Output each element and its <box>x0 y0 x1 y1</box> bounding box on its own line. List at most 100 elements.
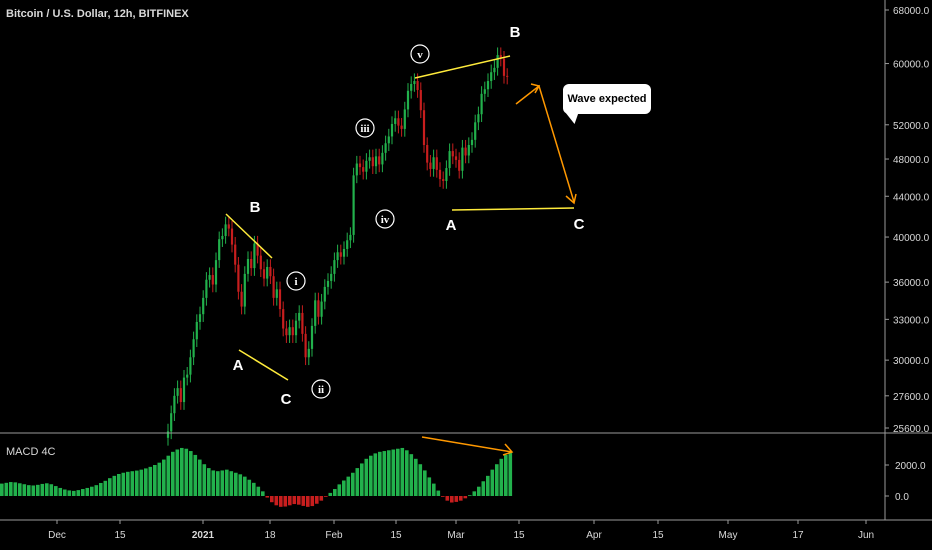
candle-body <box>352 175 355 235</box>
candle-body <box>211 275 214 285</box>
candle-body <box>314 300 317 326</box>
candle-body <box>218 239 221 261</box>
candle-body <box>166 431 170 438</box>
candle-body <box>227 224 230 229</box>
candle-body <box>483 89 486 94</box>
macd-bar <box>121 472 126 496</box>
time-tick-label: Feb <box>325 530 343 541</box>
candle-body <box>368 157 371 161</box>
candle-body <box>445 168 448 181</box>
candle-body <box>432 157 435 169</box>
note-box: Wave expected <box>563 84 651 114</box>
wave-label: B <box>510 24 521 41</box>
candle-body <box>304 333 307 358</box>
price-tick-label: 52000.0 <box>893 121 930 132</box>
macd-bar <box>265 496 270 498</box>
candle-body <box>326 280 330 287</box>
candle-body <box>438 169 442 180</box>
candle-body <box>246 258 250 274</box>
macd-bar <box>18 483 22 496</box>
macd-bar <box>360 463 364 496</box>
macd-bar <box>319 496 324 501</box>
macd-bar <box>22 484 27 496</box>
trendline <box>225 213 273 259</box>
macd-bar <box>90 486 94 496</box>
price-tick-label: 60000.0 <box>893 60 930 71</box>
macd-bar <box>85 487 90 496</box>
macd-bar <box>103 480 108 496</box>
candle-body <box>467 145 470 156</box>
macd-bar <box>49 484 54 496</box>
candle-body <box>493 67 496 73</box>
macd-bar <box>225 469 229 496</box>
macd-bar <box>216 471 220 496</box>
candle-body <box>272 276 275 298</box>
macd-bar <box>315 496 319 504</box>
macd-bar <box>207 468 211 496</box>
candle-body <box>506 75 509 77</box>
time-tick-label: 17 <box>792 530 804 541</box>
macd-bar <box>382 451 387 496</box>
candle-body <box>397 118 400 126</box>
macd-bar <box>13 482 18 496</box>
candle-body <box>410 84 413 91</box>
projection-arrowhead <box>565 193 577 205</box>
candle-body <box>371 157 374 167</box>
candle-body <box>384 143 387 153</box>
macd-bar <box>364 458 369 496</box>
macd-bar <box>472 491 477 496</box>
macd-bar <box>108 478 112 496</box>
macd-bar <box>139 469 144 496</box>
macd-bar <box>171 451 175 496</box>
candle-body <box>339 252 342 257</box>
candle-body <box>176 388 179 396</box>
candle-body <box>458 159 461 171</box>
time-tick-label: 18 <box>264 530 276 541</box>
macd-bar <box>274 496 279 506</box>
candle-body <box>365 160 368 172</box>
candle-body <box>477 114 480 123</box>
candle-body <box>323 286 326 302</box>
macd-bar <box>180 447 184 496</box>
macd-bar <box>252 482 256 496</box>
candle-body <box>259 255 262 270</box>
macd-bar <box>504 454 508 496</box>
candle-body <box>253 243 256 269</box>
time-tick-label: Mar <box>447 530 465 541</box>
candle-body <box>198 314 202 322</box>
macd-bar <box>405 450 409 496</box>
candle-body <box>406 90 410 110</box>
macd-bar <box>346 476 351 496</box>
candle-body <box>429 162 432 169</box>
macd-bar <box>193 454 198 496</box>
macd-bar <box>378 451 382 496</box>
candle-body <box>474 122 477 140</box>
candle-body <box>464 147 467 156</box>
wave-label: C <box>574 216 585 233</box>
macd-label: MACD 4C <box>6 446 56 458</box>
macd-bar <box>112 475 117 496</box>
candle-body <box>214 260 218 285</box>
candle-body <box>221 235 224 240</box>
candle-body <box>374 156 378 167</box>
macd-bar <box>229 471 234 496</box>
macd-bar <box>0 483 4 496</box>
candle-body <box>278 289 282 310</box>
macd-bar <box>234 472 238 496</box>
macd-bar <box>247 479 252 496</box>
wave-label-roman: i <box>294 276 297 288</box>
macd-bar <box>256 486 261 496</box>
candle-body <box>333 260 336 274</box>
macd-bar <box>162 459 166 496</box>
candle-body <box>269 266 272 277</box>
candle-body <box>291 327 294 336</box>
macd-bar <box>436 490 441 496</box>
wave-circle <box>410 44 430 64</box>
candle-body <box>496 55 499 68</box>
candle-body <box>192 339 195 358</box>
macd-bar <box>342 480 346 496</box>
time-tick-label: Dec <box>48 530 66 541</box>
macd-bar <box>369 455 373 496</box>
candle-body <box>330 273 333 281</box>
